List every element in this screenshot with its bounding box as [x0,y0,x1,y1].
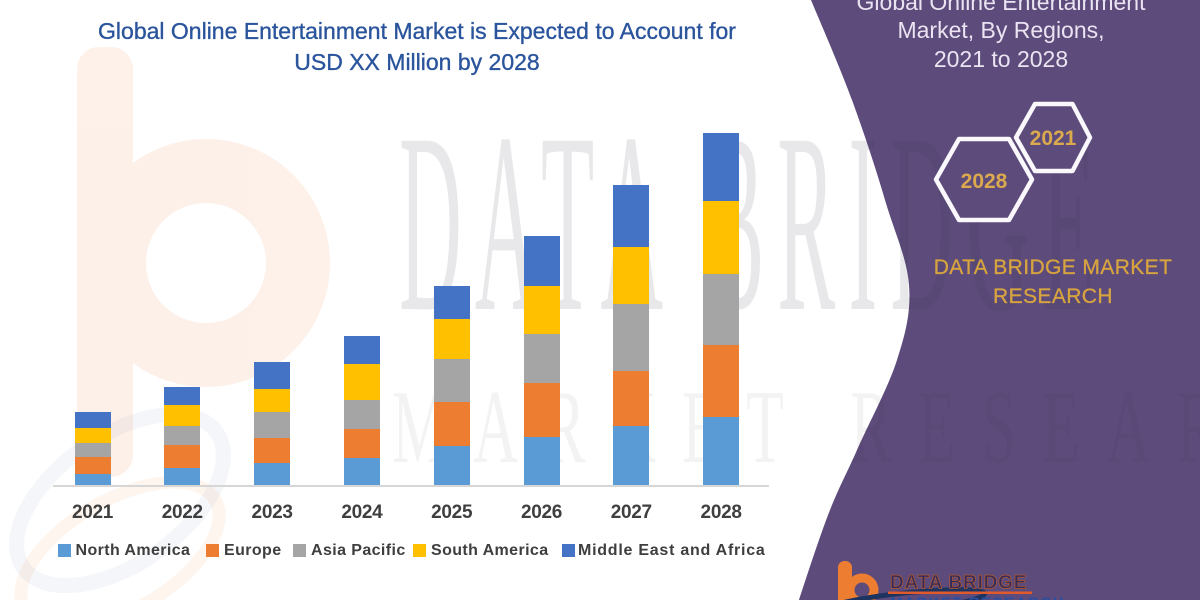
svg-text:2021: 2021 [1030,127,1077,150]
svg-text:DATA BRIDGE: DATA BRIDGE [890,573,1027,594]
svg-text:MARKET RESEARCH: MARKET RESEARCH [890,595,1065,600]
svg-text:2028: 2028 [961,170,1008,193]
svg-text:DATA BRIDGE: DATA BRIDGE [399,81,1108,365]
